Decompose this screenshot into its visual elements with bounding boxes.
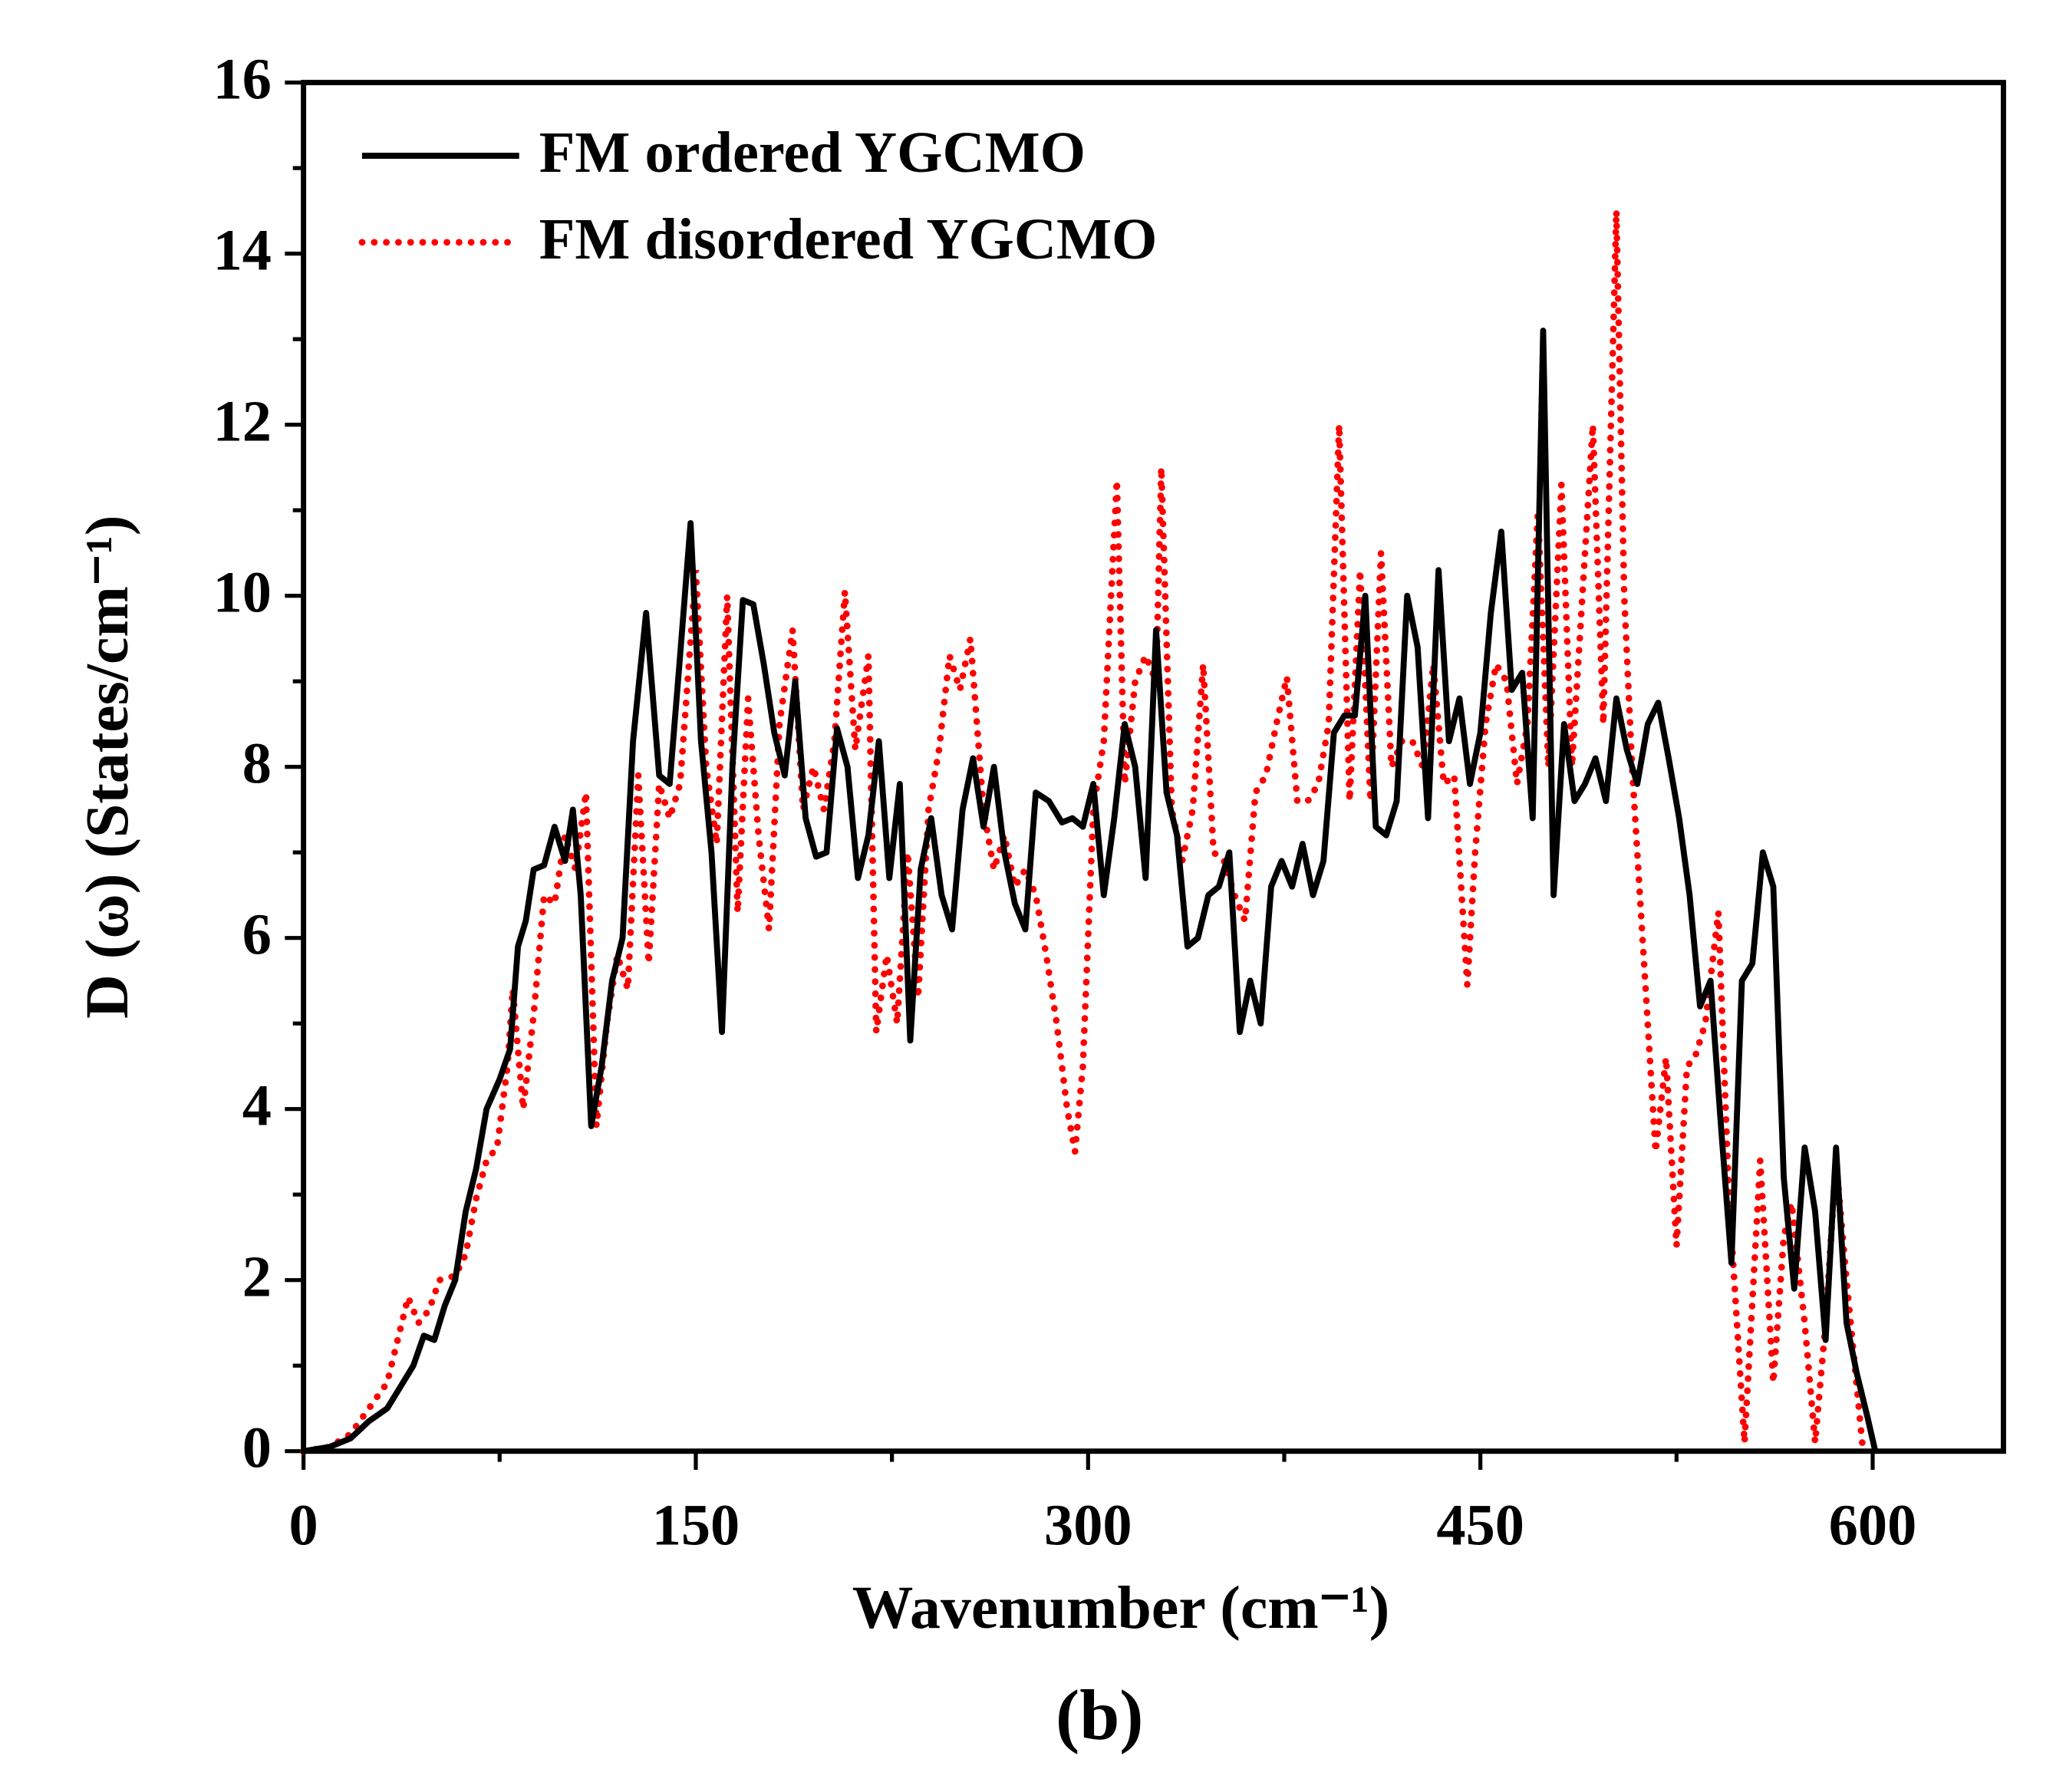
y-tick-label: 4 xyxy=(242,1073,272,1138)
y-tick-label: 16 xyxy=(213,47,272,112)
x-tick-label: 600 xyxy=(1829,1492,1917,1557)
x-axis-label: Wavenumber (cm⁻¹) xyxy=(852,1574,1390,1642)
legend-label: FM disordered YGCMO xyxy=(539,206,1158,272)
plot-frame xyxy=(301,80,2006,1454)
y-tick-label: 0 xyxy=(242,1415,272,1481)
y-tick-label: 10 xyxy=(213,560,272,625)
y-tick-label: 14 xyxy=(213,218,272,283)
panel-label: (b) xyxy=(1056,1676,1144,1755)
y-axis-label: D (ω) (States/cm⁻¹) xyxy=(74,515,141,1018)
y-tick-label: 12 xyxy=(213,389,272,454)
x-tick-label: 0 xyxy=(289,1492,318,1557)
y-tick-label: 8 xyxy=(242,731,272,796)
y-tick-label: 2 xyxy=(242,1244,272,1309)
y-tick-label: 6 xyxy=(242,902,272,967)
x-tick-label: 300 xyxy=(1044,1492,1132,1557)
series-line xyxy=(302,328,1879,1454)
x-tick-label: 450 xyxy=(1436,1492,1524,1557)
x-tick-label: 150 xyxy=(652,1492,740,1557)
legend-label: FM ordered YGCMO xyxy=(539,120,1086,185)
series-line xyxy=(300,210,1866,1455)
